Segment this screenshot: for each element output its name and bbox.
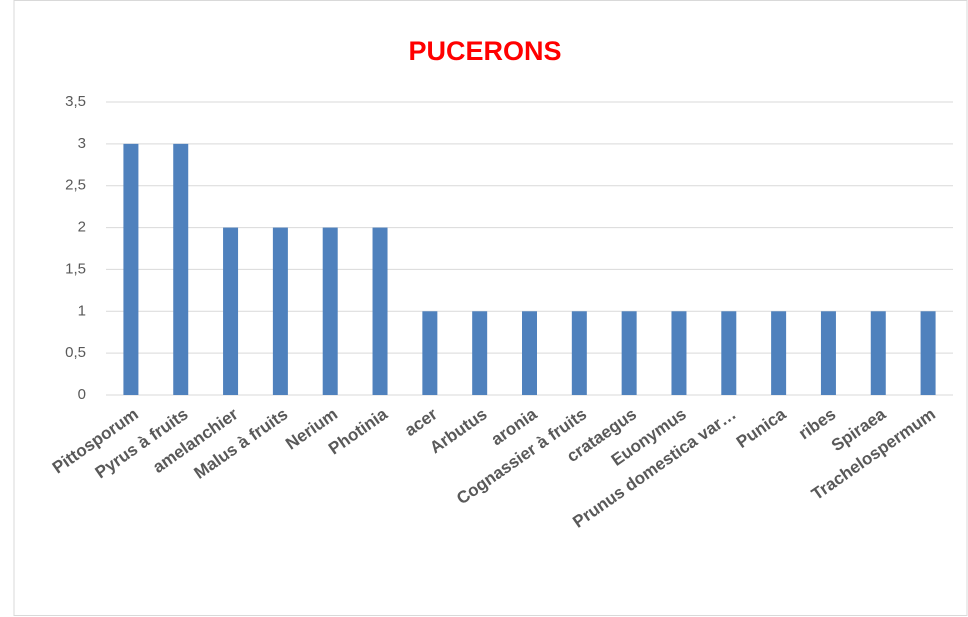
chart-frame (13, 0, 968, 616)
bar (820, 311, 836, 395)
bar (322, 227, 338, 395)
y-tick-label: 2,5 (65, 177, 86, 194)
bar (571, 311, 587, 395)
bar (422, 311, 438, 395)
bar (920, 311, 936, 395)
bar (522, 311, 537, 395)
bar (621, 311, 637, 395)
bar (223, 227, 239, 395)
bar (771, 311, 787, 395)
bar (721, 311, 737, 395)
y-tick-label: 2 (78, 219, 86, 236)
y-tick-label: 0 (78, 386, 86, 403)
y-tick-label: 0,5 (65, 344, 86, 361)
y-tick-label: 3 (78, 135, 86, 152)
bar (372, 227, 388, 395)
chart-title: PUCERONS (408, 36, 561, 66)
y-tick-label: 1,5 (65, 260, 86, 277)
y-tick-label: 1 (78, 302, 86, 319)
bar (123, 143, 139, 395)
bar (472, 311, 488, 395)
bar (870, 311, 886, 395)
y-tick-label: 3,5 (65, 93, 86, 110)
bar (671, 311, 687, 395)
bar (272, 227, 288, 395)
bar (173, 143, 189, 395)
